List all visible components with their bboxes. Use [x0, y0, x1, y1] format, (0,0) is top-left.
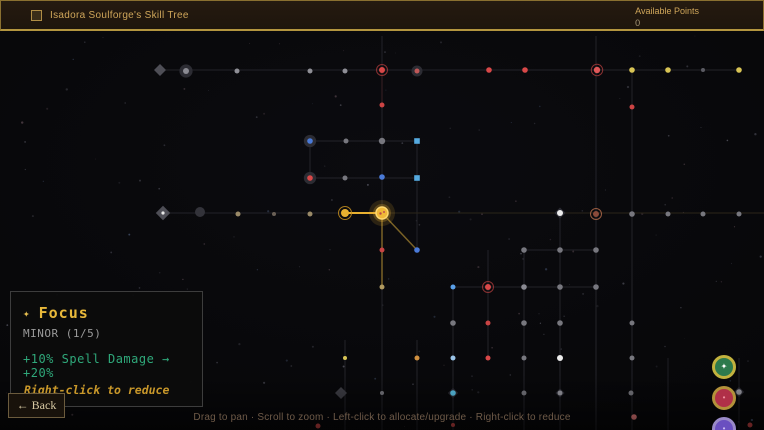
red-orb-button[interactable]: •	[712, 386, 736, 410]
skill-tree-icon	[31, 9, 42, 21]
page-title: Isadora Soulforge's Skill Tree	[50, 9, 189, 21]
tooltip-effect: +10% Spell Damage → +20%	[23, 352, 170, 380]
back-button[interactable]: ← Back	[8, 393, 65, 418]
green-orb-button[interactable]: ✦	[712, 355, 736, 379]
skill-tooltip: ✦ Focus MINOR (1/5) +10% Spell Damage → …	[10, 291, 203, 407]
available-points-label: Available Points	[635, 6, 699, 16]
available-points: Available Points 0	[635, 6, 699, 30]
title-wrap: Isadora Soulforge's Skill Tree	[31, 9, 189, 21]
sparkle-icon: ✦	[23, 306, 30, 320]
skill-connections	[160, 36, 764, 430]
tooltip-tier: MINOR (1/5)	[23, 327, 102, 340]
starfield	[5, 35, 762, 427]
available-points-value: 0	[635, 18, 641, 29]
tooltip-title-row: ✦ Focus	[23, 304, 190, 322]
tooltip-title: Focus	[38, 304, 89, 322]
top-bar: Isadora Soulforge's Skill Tree Available…	[0, 0, 764, 31]
